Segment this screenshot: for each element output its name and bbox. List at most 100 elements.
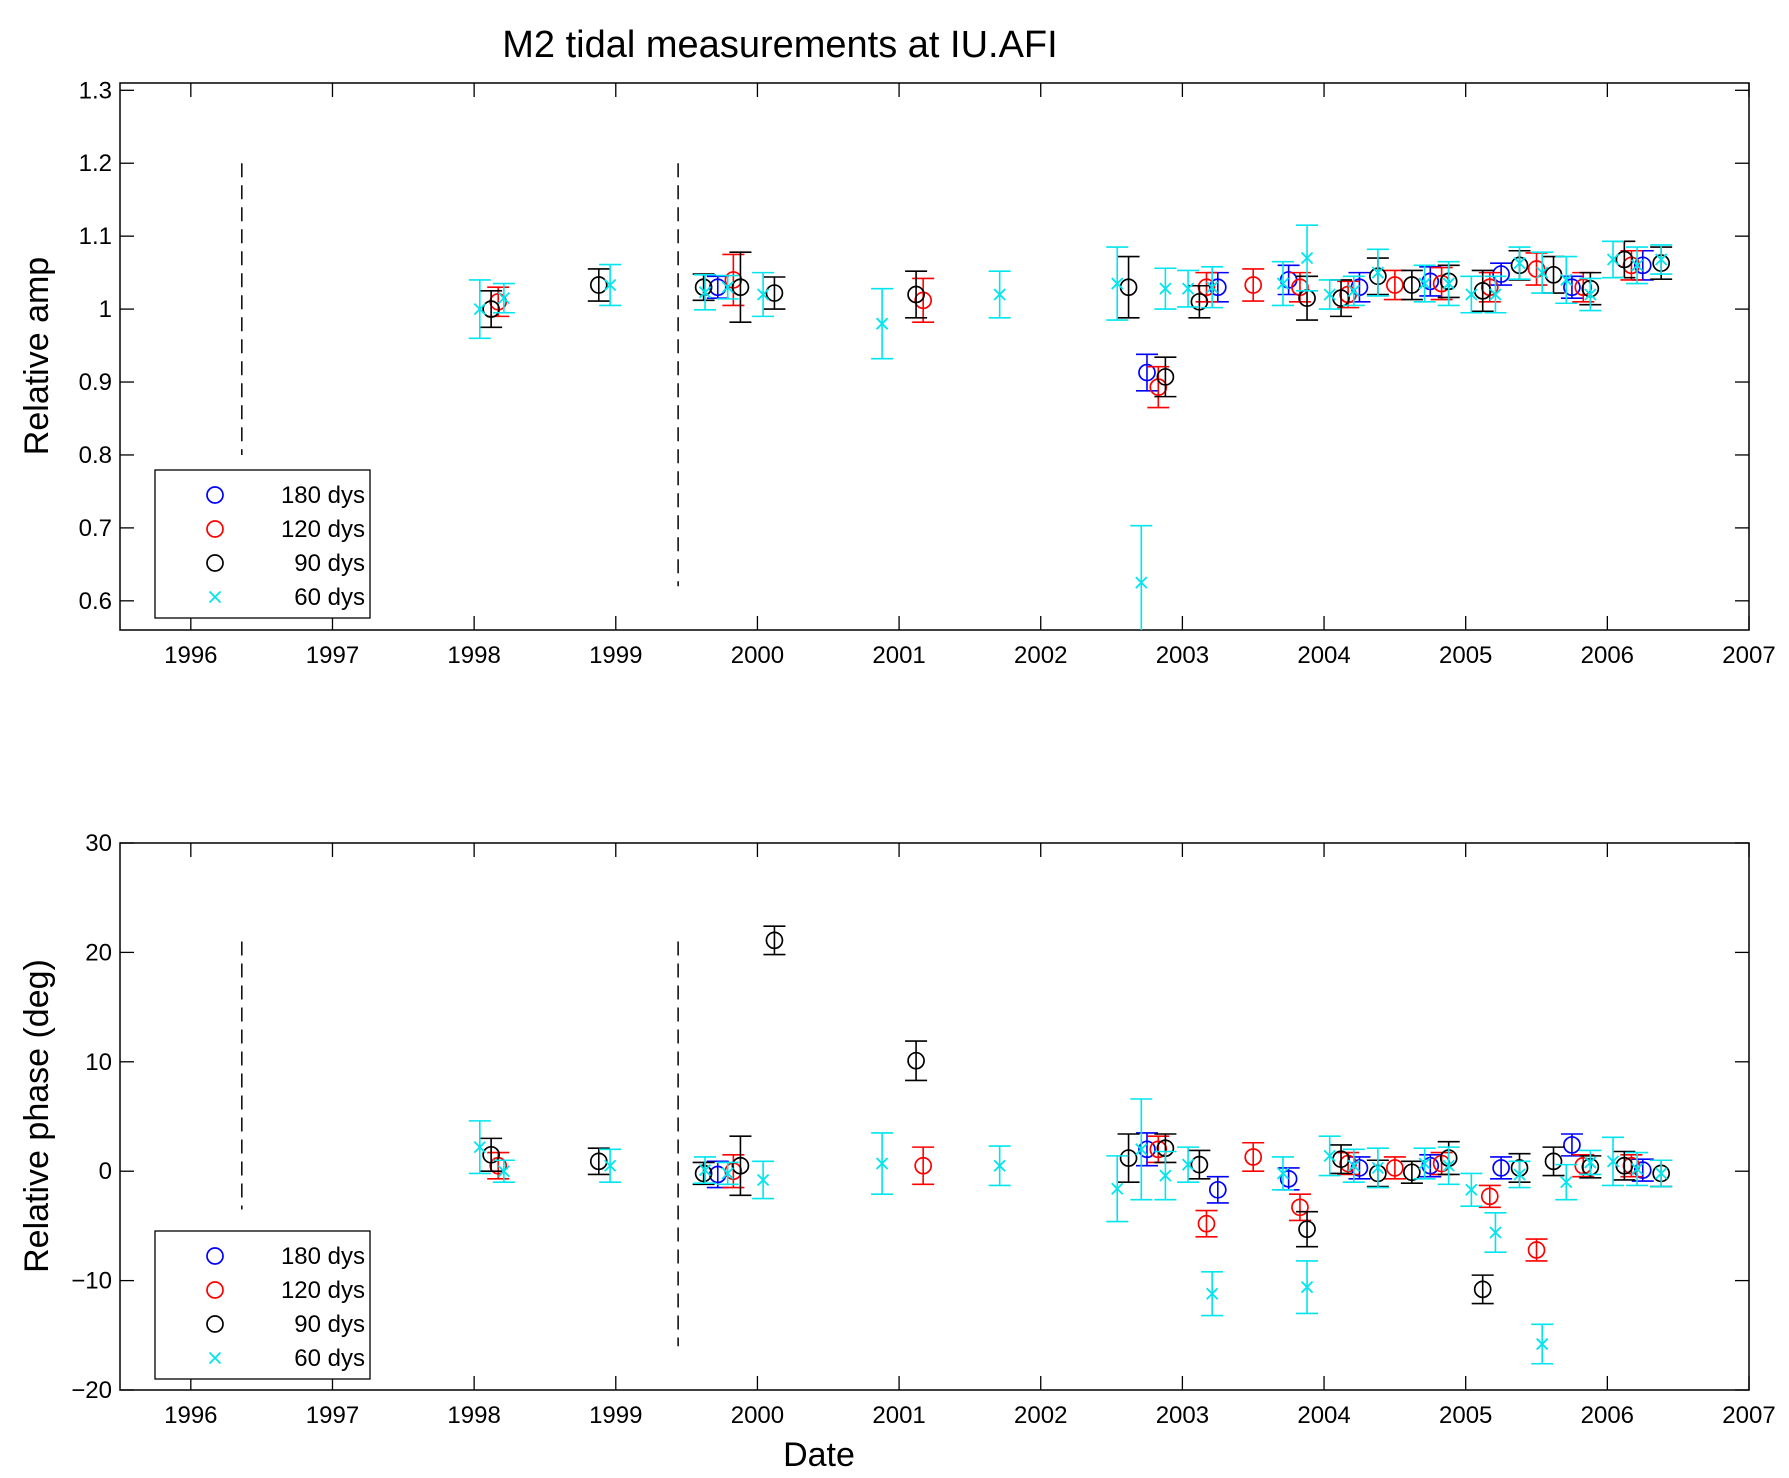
data-point-x	[497, 292, 511, 305]
data-point-circle	[1197, 278, 1216, 297]
legend-box	[154, 469, 371, 619]
data-point-circle	[1403, 1163, 1421, 1182]
data-point-x	[1655, 253, 1668, 266]
data-point-circle	[1544, 1152, 1563, 1171]
data-point-circle	[1492, 265, 1510, 283]
data-point-x	[1465, 1183, 1478, 1196]
legend-label: 120 dys	[281, 1277, 365, 1304]
legend-label: 180 dys	[281, 1243, 365, 1270]
data-point-circle	[1527, 1241, 1546, 1259]
data-point-x	[1111, 1182, 1124, 1195]
data-point-circle	[1190, 292, 1209, 311]
data-point-x	[1181, 282, 1195, 295]
x-tick-label: 1997	[306, 642, 359, 669]
plot-frame	[119, 82, 1750, 631]
data-point-x	[756, 1173, 770, 1187]
y-tick-label: 0.6	[79, 588, 112, 615]
data-point-x	[1536, 266, 1549, 279]
data-point-circle	[1244, 276, 1263, 294]
data-point-circle	[1480, 1187, 1499, 1206]
data-point-x	[1513, 1168, 1526, 1181]
y-tick-label: 0.8	[79, 442, 112, 469]
x-tick-label: 2004	[1297, 1402, 1350, 1429]
data-point-circle	[1473, 1280, 1492, 1299]
x-tick-label: 2000	[731, 1402, 784, 1429]
legend-circle-marker	[206, 520, 224, 538]
data-point-x	[1465, 288, 1478, 301]
data-point-circle	[765, 284, 784, 302]
data-point-circle	[1149, 1140, 1168, 1159]
data-point-circle	[731, 1156, 750, 1175]
legend-x-marker	[208, 1351, 222, 1365]
data-point-x	[1584, 1156, 1597, 1169]
legend-circle-marker	[206, 1281, 224, 1299]
x-tick-label: 2006	[1581, 1402, 1634, 1429]
data-point-x	[1347, 284, 1360, 297]
x-tick-label: 2002	[1014, 642, 1067, 669]
y-axis-label: Relative phase (deg)	[18, 959, 56, 1273]
data-point-circle	[482, 300, 500, 318]
y-tick-label: 1	[99, 296, 112, 323]
data-point-x	[1655, 1167, 1668, 1180]
data-point-circle	[1386, 276, 1404, 294]
data-point-x	[1606, 1155, 1620, 1168]
legend-circle-marker	[206, 1315, 224, 1333]
y-tick-label: 1.2	[79, 150, 112, 177]
x-tick-label: 2005	[1439, 1402, 1492, 1429]
data-point-x	[875, 1157, 889, 1170]
data-point-circle	[1386, 1159, 1404, 1177]
data-point-x	[1371, 1161, 1385, 1175]
data-point-x	[1630, 1162, 1644, 1176]
data-point-x	[1181, 1158, 1195, 1171]
x-tick-label: 2005	[1439, 642, 1492, 669]
x-tick-label: 2001	[872, 642, 925, 669]
data-point-x	[1300, 251, 1314, 265]
x-tick-label: 1998	[447, 642, 500, 669]
data-point-circle	[1563, 1136, 1581, 1154]
x-tick-label: 2002	[1014, 1402, 1067, 1429]
y-tick-label: 10	[85, 1049, 112, 1076]
legend-circle-marker	[206, 486, 224, 504]
x-tick-label: 1997	[306, 1402, 359, 1429]
data-point-x	[875, 317, 889, 330]
data-point-x	[1606, 253, 1620, 266]
data-point-x	[698, 286, 712, 299]
data-point-circle	[694, 1164, 713, 1183]
data-point-x	[1630, 259, 1644, 272]
data-point-circle	[1190, 1155, 1209, 1174]
data-point-x	[1347, 1159, 1360, 1172]
data-point-x	[497, 1165, 511, 1178]
data-point-circle	[1156, 368, 1175, 386]
data-point-circle	[1492, 1159, 1510, 1177]
x-tick-label: 2006	[1581, 642, 1634, 669]
data-point-x	[473, 302, 486, 316]
y-tick-label: −20	[71, 1377, 112, 1404]
legend-label: 120 dys	[281, 516, 365, 543]
data-point-x	[1206, 1287, 1219, 1300]
y-tick-label: −10	[71, 1268, 112, 1295]
legend-x-marker	[208, 590, 222, 604]
data-point-circle	[1527, 260, 1546, 278]
x-tick-label: 2007	[1722, 1402, 1775, 1429]
legend-label: 60 dys	[294, 1345, 365, 1372]
legend-label: 180 dys	[281, 482, 365, 509]
data-point-circle	[482, 1145, 500, 1164]
data-point-x	[1323, 288, 1336, 301]
data-point-circle	[914, 1156, 933, 1175]
plot-frame	[119, 842, 1750, 1391]
legend-label: 90 dys	[294, 550, 365, 577]
x-tick-label: 2007	[1722, 642, 1775, 669]
amplitude-panel: 1996 1997 1998 1999 2000 2001 2002 2003 2004 2005…	[18, 77, 1776, 669]
data-point-x	[1135, 1143, 1148, 1156]
data-point-x	[1371, 266, 1385, 279]
data-point-x	[1536, 1337, 1549, 1351]
x-tick-label: 1999	[589, 642, 642, 669]
data-point-x	[1300, 1281, 1314, 1294]
data-point-x	[1560, 1176, 1573, 1189]
data-point-x	[993, 288, 1006, 301]
data-point-x	[1111, 277, 1124, 290]
data-point-circle	[1208, 1180, 1227, 1199]
data-point-x	[1135, 576, 1148, 589]
x-tick-label: 1996	[164, 642, 217, 669]
data-point-circle	[731, 278, 750, 297]
